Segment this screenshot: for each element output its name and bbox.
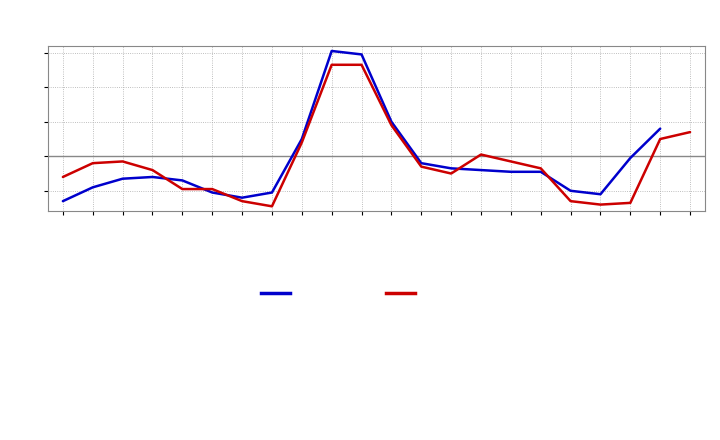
当期純利益: [148, 168, 157, 173]
当期純利益: [297, 140, 306, 145]
経常利益: [656, 126, 665, 131]
経常利益: [417, 161, 426, 166]
当期純利益: [89, 161, 97, 166]
当期純利益: [626, 200, 634, 205]
経常利益: [148, 174, 157, 180]
当期純利益: [417, 164, 426, 169]
Legend: 経常利益, 当期純利益: 経常利益, 当期純利益: [261, 288, 492, 300]
Line: 当期純利益: 当期純利益: [63, 65, 690, 206]
経常利益: [596, 191, 605, 197]
経常利益: [328, 48, 336, 54]
当期純利益: [118, 159, 127, 164]
当期純利益: [477, 152, 485, 157]
当期純利益: [208, 187, 217, 192]
経常利益: [626, 155, 634, 161]
当期純利益: [328, 62, 336, 67]
経常利益: [357, 52, 366, 57]
経常利益: [208, 190, 217, 195]
経常利益: [238, 195, 246, 200]
当期純利益: [357, 62, 366, 67]
当期純利益: [685, 129, 694, 135]
経常利益: [268, 190, 276, 195]
当期純利益: [596, 202, 605, 207]
経常利益: [447, 166, 456, 171]
当期純利益: [536, 166, 545, 171]
当期純利益: [656, 136, 665, 142]
当期純利益: [58, 174, 67, 180]
当期純利益: [268, 204, 276, 209]
経常利益: [567, 188, 575, 194]
当期純利益: [447, 171, 456, 176]
経常利益: [118, 176, 127, 181]
経常利益: [297, 136, 306, 142]
当期純利益: [178, 187, 186, 192]
当期純利益: [387, 123, 396, 128]
経常利益: [89, 185, 97, 190]
当期純利益: [567, 198, 575, 204]
経常利益: [536, 169, 545, 174]
Line: 経常利益: 経常利益: [63, 51, 660, 201]
当期純利益: [238, 198, 246, 204]
経常利益: [178, 178, 186, 183]
経常利益: [387, 119, 396, 125]
経常利益: [507, 169, 516, 174]
経常利益: [58, 198, 67, 204]
当期純利益: [507, 159, 516, 164]
経常利益: [477, 168, 485, 173]
